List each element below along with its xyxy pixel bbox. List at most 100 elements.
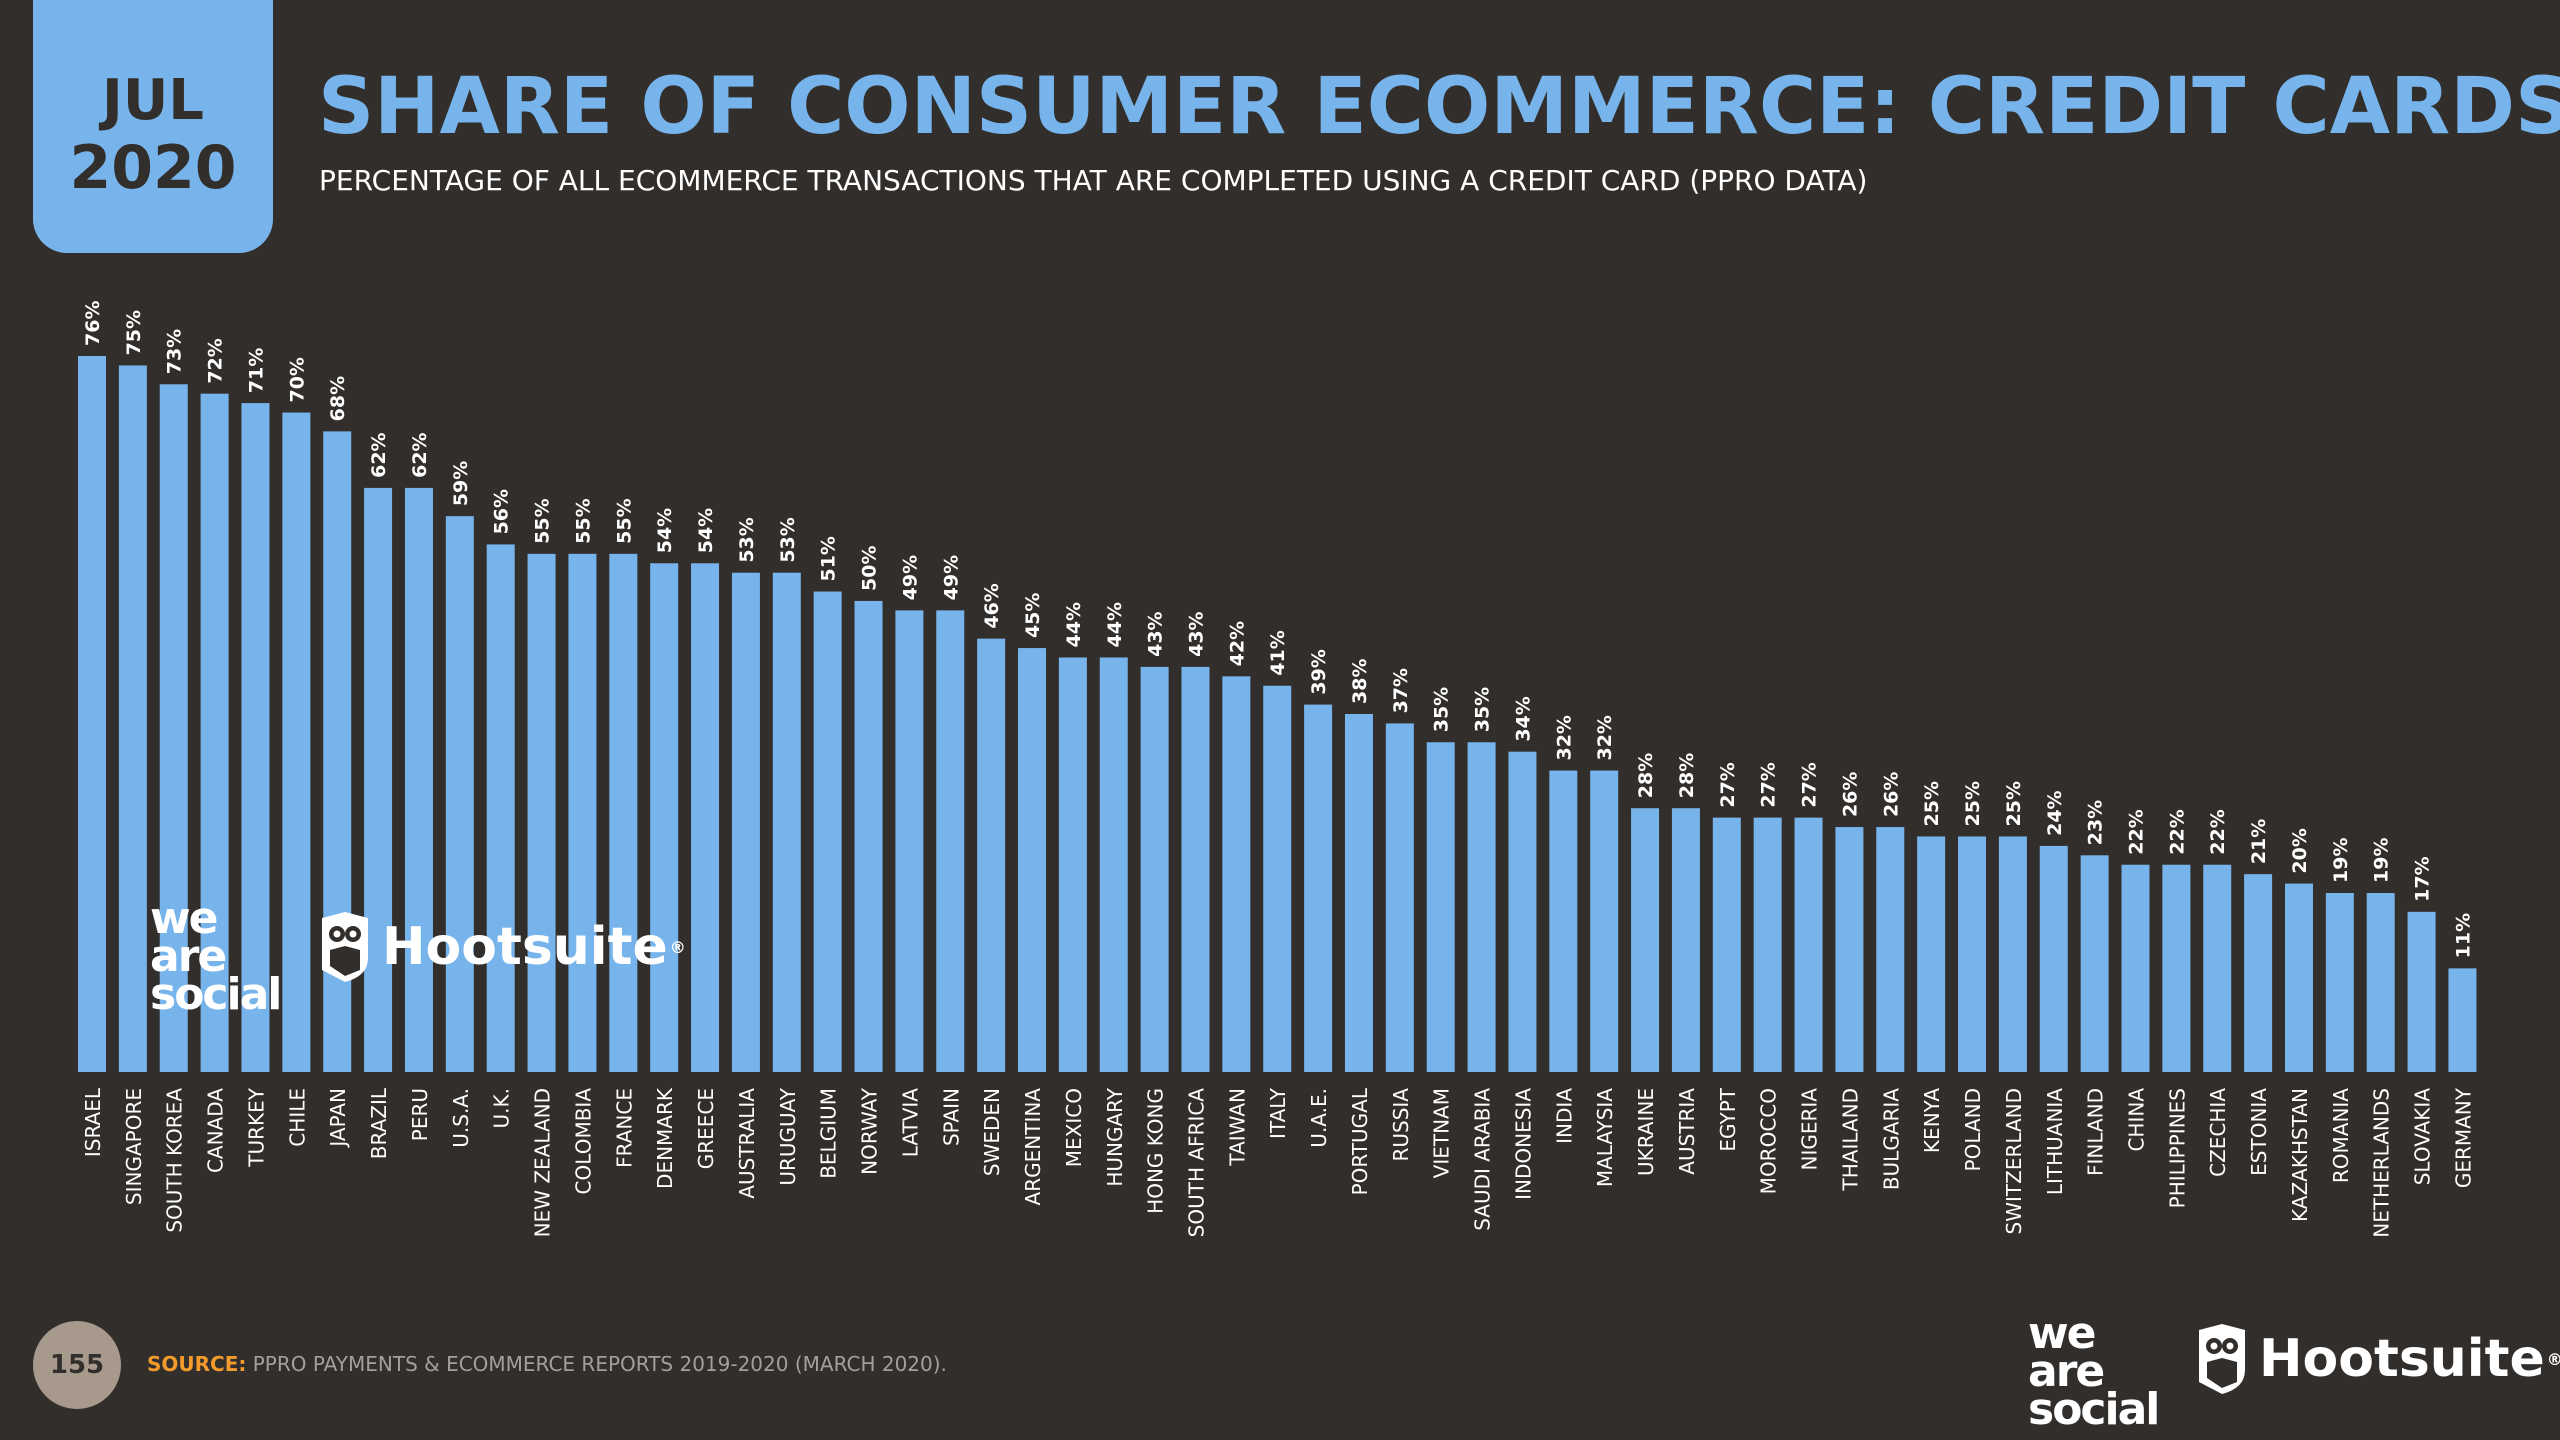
bar-austria xyxy=(1671,808,1700,1072)
bar-india xyxy=(1549,770,1578,1072)
category-label: RUSSIA xyxy=(1389,1088,1413,1162)
category-label: INDIA xyxy=(1552,1088,1576,1144)
category-label: ISRAEL xyxy=(81,1087,105,1157)
source-text: PPRO PAYMENTS & ECOMMERCE REPORTS 2019-2… xyxy=(246,1352,947,1376)
bar-russia xyxy=(1385,723,1414,1072)
category-label: SOUTH AFRICA xyxy=(1184,1088,1208,1238)
category-label: VIETNAM xyxy=(1430,1088,1454,1178)
category-label: U.K. xyxy=(490,1088,514,1128)
category-label: SWITZERLAND xyxy=(2002,1088,2026,1234)
data-label: 53% xyxy=(736,517,758,562)
bar-france xyxy=(609,553,638,1072)
data-label: 27% xyxy=(1799,762,1821,807)
bar-denmark xyxy=(650,563,679,1072)
category-label: PHILIPPINES xyxy=(2165,1088,2189,1208)
category-label: LITHUANIA xyxy=(2043,1088,2067,1195)
bar-uruguay xyxy=(772,572,801,1072)
bar-switzerland xyxy=(1998,836,2027,1072)
data-label: 54% xyxy=(695,508,717,553)
source-label: SOURCE: xyxy=(147,1352,247,1376)
bar-czechia xyxy=(2203,864,2232,1072)
bar-peru xyxy=(404,487,433,1072)
category-label: KENYA xyxy=(1920,1088,1944,1153)
data-label: 45% xyxy=(1022,593,1044,638)
bar-kenya xyxy=(1917,836,1946,1072)
bar-turkey xyxy=(241,403,270,1073)
bar-spain xyxy=(936,610,965,1072)
we-are-social-logo: we are social xyxy=(150,893,282,1020)
data-label: 50% xyxy=(859,545,881,590)
bar-u-s-a- xyxy=(445,516,474,1072)
bar-netherlands xyxy=(2366,893,2395,1072)
category-label: NEW ZEALAND xyxy=(531,1088,555,1237)
date-month: JUL xyxy=(102,67,204,133)
bar-brazil xyxy=(364,487,393,1072)
data-label: 41% xyxy=(1267,630,1289,675)
bar-thailand xyxy=(1835,827,1864,1072)
data-label: 27% xyxy=(1717,762,1739,807)
date-tab: JUL 2020 xyxy=(33,0,273,253)
data-label: 25% xyxy=(1921,781,1943,826)
data-label: 23% xyxy=(2085,800,2107,845)
data-label: 54% xyxy=(654,508,676,553)
data-label: 59% xyxy=(450,461,472,506)
data-label: 24% xyxy=(2044,790,2066,835)
category-label: SPAIN xyxy=(939,1088,963,1146)
data-label: 56% xyxy=(491,489,513,534)
data-label: 68% xyxy=(327,376,349,421)
category-label: NETHERLANDS xyxy=(2370,1088,2394,1238)
data-label: 73% xyxy=(164,329,186,374)
bar-poland xyxy=(1958,836,1987,1072)
category-label: U.S.A. xyxy=(449,1088,473,1148)
data-label: 37% xyxy=(1390,668,1412,713)
bar-vietnam xyxy=(1426,742,1455,1072)
bar-kazakhstan xyxy=(2284,883,2313,1072)
data-label: 27% xyxy=(1758,762,1780,807)
category-label: SOUTH KOREA xyxy=(163,1088,187,1233)
data-label: 22% xyxy=(2126,809,2148,854)
category-label: COLOMBIA xyxy=(571,1088,595,1195)
category-label: FRANCE xyxy=(612,1088,636,1168)
page-number: 155 xyxy=(33,1321,121,1409)
data-label: 19% xyxy=(2330,838,2352,883)
bar-u-k- xyxy=(486,544,515,1072)
bar-finland xyxy=(2080,855,2109,1072)
bar-argentina xyxy=(1018,648,1047,1072)
bar-portugal xyxy=(1344,714,1373,1072)
bar-belgium xyxy=(813,591,842,1072)
category-label: TURKEY xyxy=(244,1087,268,1168)
bar-hungary xyxy=(1099,657,1128,1072)
bar-norway xyxy=(854,600,883,1072)
category-label: SLOVAKIA xyxy=(2411,1088,2435,1186)
bar-saudi-arabia xyxy=(1467,742,1496,1072)
bar-germany xyxy=(2448,968,2477,1072)
category-label: ROMANIA xyxy=(2329,1088,2353,1183)
data-label: 62% xyxy=(409,432,431,477)
bar-sweden xyxy=(977,638,1006,1072)
data-label: 32% xyxy=(1553,715,1575,760)
data-label: 32% xyxy=(1594,715,1616,760)
data-label: 71% xyxy=(245,348,267,393)
data-label: 53% xyxy=(777,517,799,562)
bar-colombia xyxy=(568,553,597,1072)
data-label: 20% xyxy=(2289,828,2311,873)
bar-australia xyxy=(731,572,760,1072)
data-label: 34% xyxy=(1512,696,1534,741)
owl-icon xyxy=(2199,1324,2245,1394)
data-label: 55% xyxy=(532,498,554,543)
category-label: JAPAN xyxy=(326,1088,350,1149)
category-label: AUSTRALIA xyxy=(735,1088,759,1199)
data-label: 62% xyxy=(368,432,390,477)
category-label: SWEDEN xyxy=(980,1088,1004,1176)
category-label: PERU xyxy=(408,1088,432,1141)
data-label: 21% xyxy=(2248,819,2270,864)
category-label: BULGARIA xyxy=(1879,1088,1903,1190)
data-label: 49% xyxy=(899,555,921,600)
category-label: KAZAKHSTAN xyxy=(2288,1088,2312,1222)
category-label: POLAND xyxy=(1961,1088,1985,1171)
bar-new-zealand xyxy=(527,553,556,1072)
category-label: SAUDI ARABIA xyxy=(1471,1088,1495,1231)
category-label: GREECE xyxy=(694,1088,718,1169)
data-label: 51% xyxy=(818,536,840,581)
data-label: 28% xyxy=(1635,753,1657,798)
